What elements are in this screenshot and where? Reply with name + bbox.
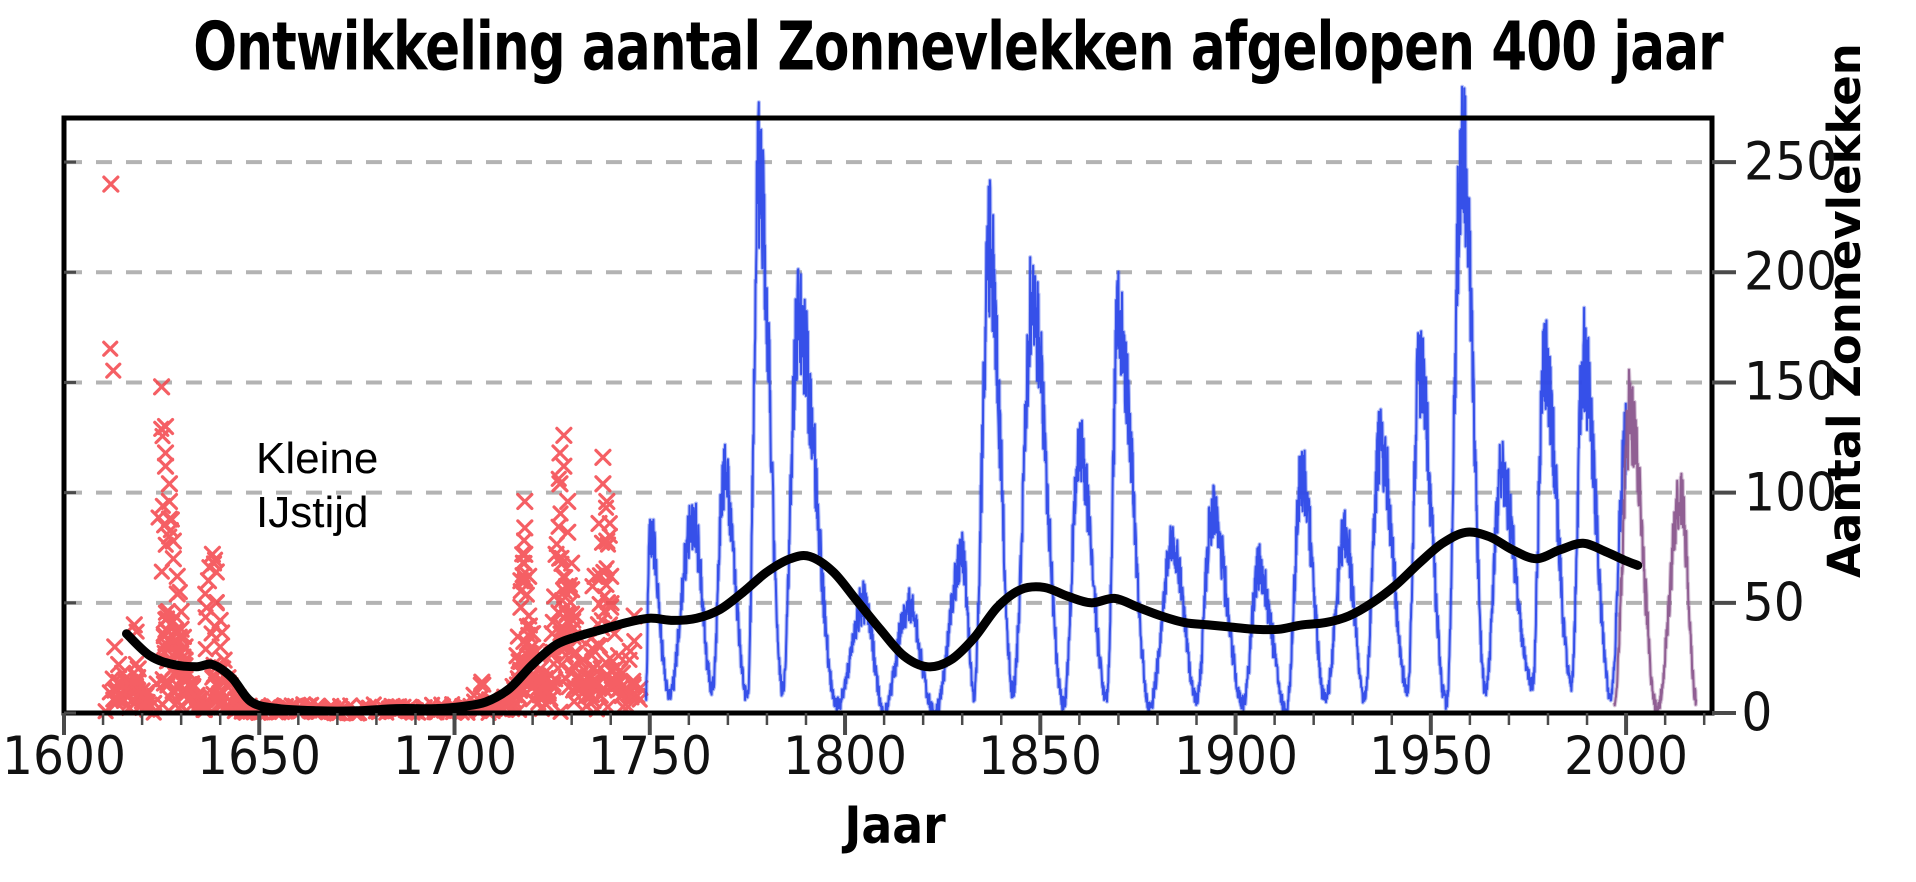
y-tick-label-0: 0 [1741, 682, 1773, 744]
annotation-kleine-ijstijd: Kleine IJstijd [256, 432, 378, 540]
series-trend-line [122, 527, 1643, 716]
x-tick-label-1750: 1750 [587, 726, 712, 787]
x-tick-label-1700: 1700 [392, 726, 517, 787]
x-tick-label-1950: 1950 [1368, 726, 1493, 787]
y-tick-label-100: 100 [1744, 462, 1838, 524]
x-tick-label-1850: 1850 [978, 726, 1103, 787]
page-title: Ontwikkeling aantal Zonnevlekken afgelop… [193, 8, 1723, 87]
x-tick-label-1600: 1600 [1, 726, 127, 787]
x-tick-label-1900: 1900 [1173, 726, 1298, 787]
annotation-line-1: Kleine [256, 434, 379, 483]
x-tick-label-2000: 2000 [1564, 726, 1689, 787]
plot-frame [61, 115, 1715, 716]
x-tick-label-1650: 1650 [197, 726, 322, 787]
x-axis-title: Jaar [844, 796, 946, 856]
series-modern-sunspot-number [644, 85, 1628, 714]
y-tick-label-250: 250 [1744, 131, 1838, 193]
y-tick-label-50: 50 [1742, 572, 1805, 634]
x-tick-label-1800: 1800 [782, 726, 908, 787]
y-tick-label-200: 200 [1744, 241, 1838, 303]
annotation-line-2: IJstijd [256, 488, 369, 537]
y-tick-label-150: 150 [1744, 351, 1838, 413]
